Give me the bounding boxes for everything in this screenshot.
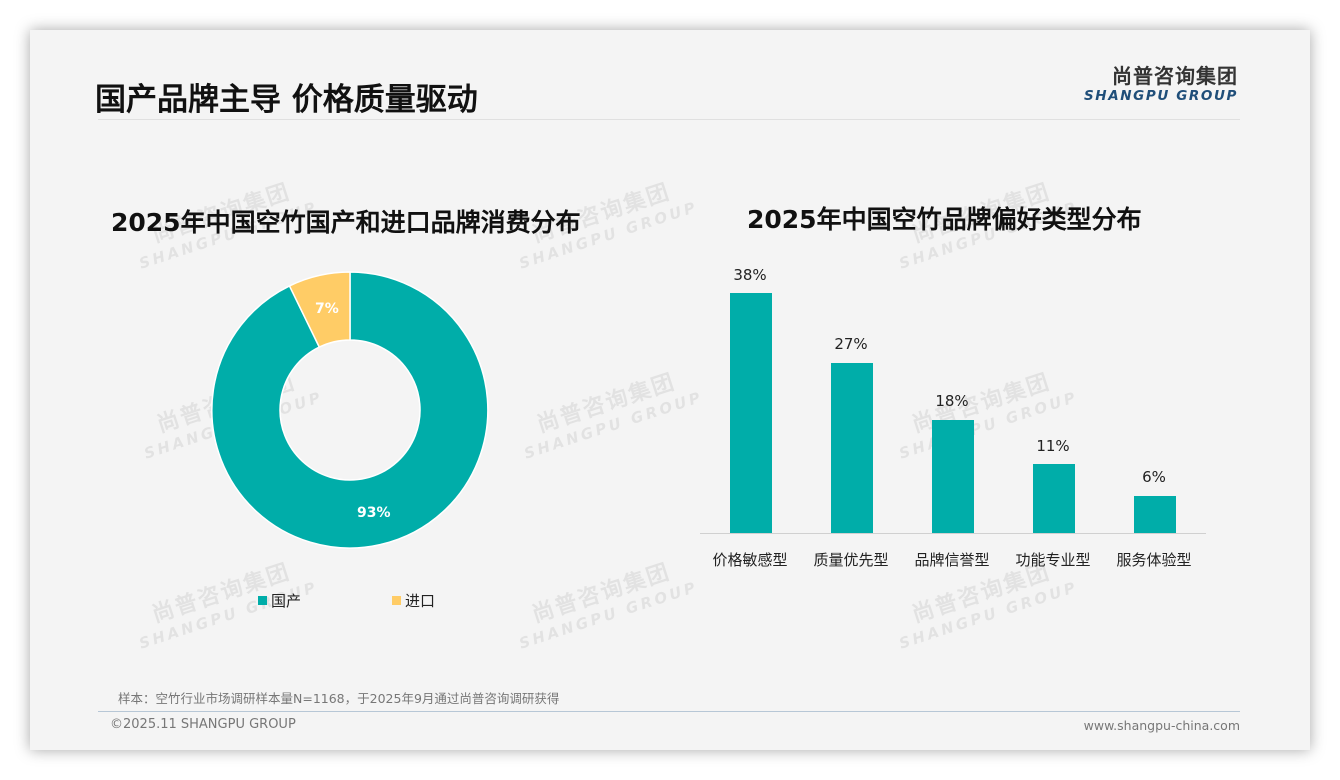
bar-chart-title: 2025年中国空竹品牌偏好类型分布 (747, 205, 1142, 234)
donut-chart: 7% 93% (210, 270, 490, 550)
bar-brand-reputation (932, 420, 974, 533)
slide: 国产品牌主导 价格质量驱动 尚普咨询集团 SHANGPU GROUP 尚普咨询集… (30, 30, 1310, 750)
legend-label: 国产 (271, 592, 302, 610)
footer-divider (98, 711, 1240, 712)
bar-price-sensitive (730, 293, 772, 533)
bar-value-label: 38% (733, 266, 767, 284)
header-divider (98, 119, 1240, 120)
bar-service-experience (1134, 496, 1176, 533)
bar-quality-first (831, 363, 873, 533)
logo-chinese-text: 尚普咨询集团 (1112, 64, 1238, 88)
copyright-text: ©2025.11 SHANGPU GROUP (110, 717, 296, 732)
bar-value-label: 18% (935, 392, 969, 410)
bar-value-label: 27% (834, 335, 868, 353)
bar-value-label: 6% (1142, 468, 1166, 486)
donut-label-imported: 7% (315, 301, 339, 317)
bar-category-label: 功能专业型 (1015, 551, 1091, 569)
legend-item-domestic: 国产 (258, 590, 301, 611)
donut-slice-domestic (211, 271, 489, 549)
bar-category-label: 质量优先型 (813, 551, 889, 569)
bar-category-label: 品牌信誉型 (914, 551, 990, 569)
website-link[interactable]: www.shangpu-china.com (1083, 718, 1240, 733)
bar-value-label: 11% (1036, 437, 1070, 455)
legend-label: 进口 (405, 592, 436, 610)
page-title: 国产品牌主导 价格质量驱动 (95, 82, 478, 118)
company-logo: 尚普咨询集团 SHANGPU GROUP (1084, 64, 1238, 104)
legend-swatch-yellow (392, 596, 401, 605)
donut-label-domestic: 93% (357, 505, 391, 521)
bar-chart: 38% 价格敏感型 27% 质量优先型 18% 品牌信誉型 11% 功能专业型 … (700, 260, 1206, 580)
bar-function-professional (1033, 464, 1075, 533)
donut-chart-graphic (211, 271, 489, 549)
bar-category-label: 价格敏感型 (712, 551, 788, 569)
logo-english-text: SHANGPU GROUP (1083, 88, 1238, 104)
donut-chart-title: 2025年中国空竹国产和进口品牌消费分布 (111, 208, 581, 237)
bar-chart-baseline (700, 533, 1206, 534)
donut-slice-imported (288, 271, 351, 349)
sample-note: 样本：空竹行业市场调研样本量N=1168，于2025年9月通过尚普咨询调研获得 (118, 691, 560, 706)
bar-category-label: 服务体验型 (1116, 551, 1192, 569)
legend-item-imported: 进口 (392, 590, 435, 611)
legend-swatch-teal (258, 596, 267, 605)
